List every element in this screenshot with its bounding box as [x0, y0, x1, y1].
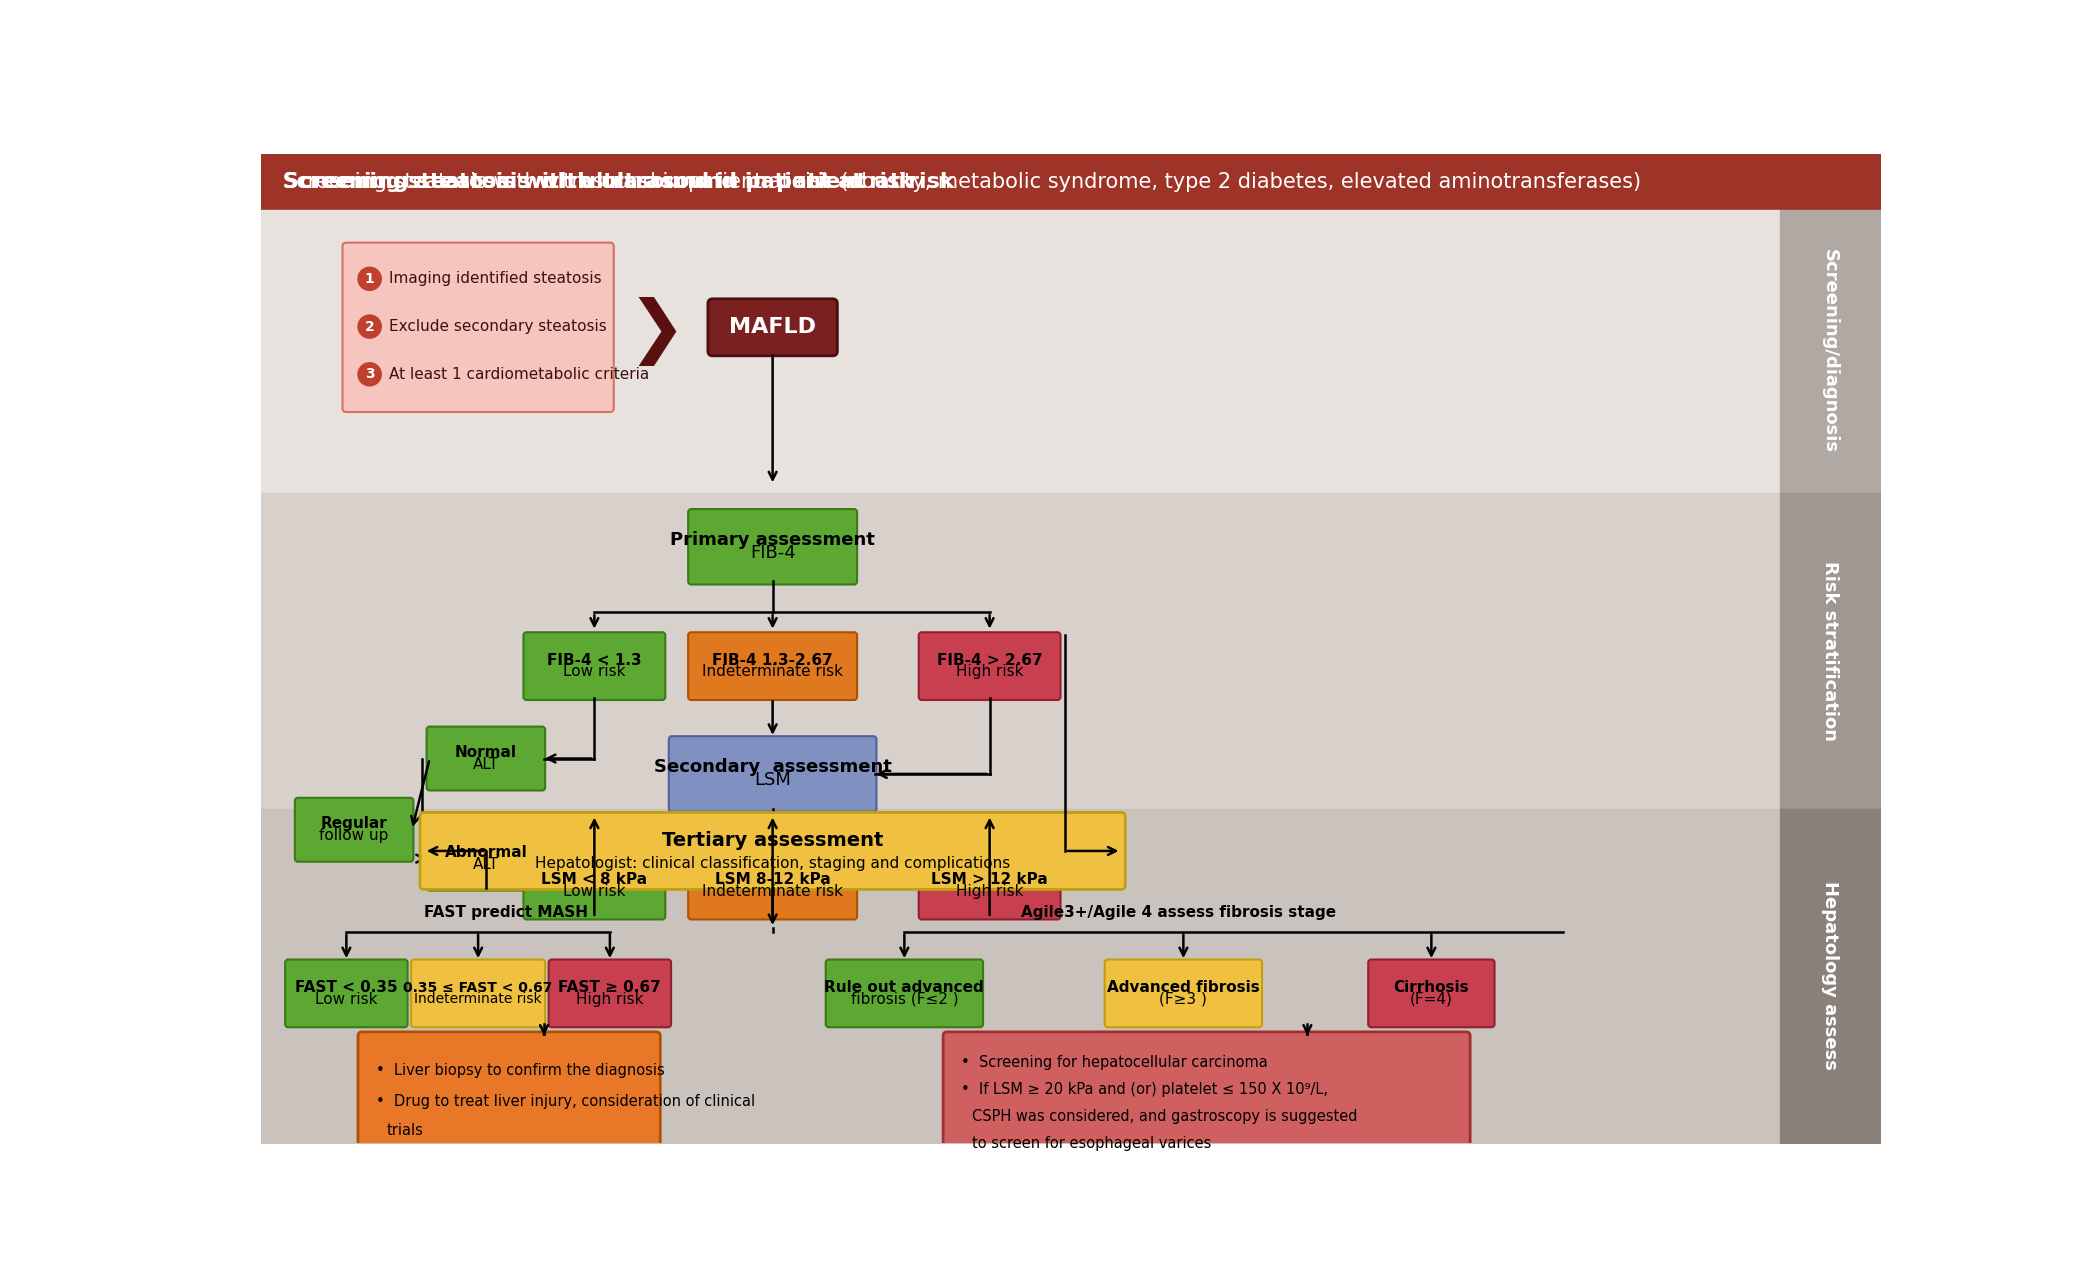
- Text: Primary assessment: Primary assessment: [671, 532, 875, 550]
- Text: Hepatology assess: Hepatology assess: [1822, 881, 1838, 1070]
- FancyBboxPatch shape: [668, 736, 877, 811]
- Text: CSPH was considered, and gastroscopy is suggested: CSPH was considered, and gastroscopy is …: [971, 1109, 1358, 1124]
- FancyBboxPatch shape: [343, 243, 614, 412]
- FancyBboxPatch shape: [524, 632, 664, 700]
- Text: Risk stratification: Risk stratification: [1822, 561, 1838, 741]
- Text: (F≥3 ): (F≥3 ): [1159, 991, 1207, 1007]
- Text: High risk: High risk: [957, 883, 1024, 899]
- FancyBboxPatch shape: [825, 959, 984, 1027]
- Text: High risk: High risk: [957, 664, 1024, 679]
- Text: Regular: Regular: [322, 817, 386, 832]
- Text: •  Drug to treat liver injury, consideration of clinical: • Drug to treat liver injury, considerat…: [376, 1094, 754, 1108]
- Text: Screening steatosis with ultrasound in patient at risk (obesity, metabolic syndr: Screening steatosis with ultrasound in p…: [282, 172, 1642, 191]
- FancyBboxPatch shape: [357, 1032, 660, 1171]
- Text: LSM 8-12 kPa: LSM 8-12 kPa: [714, 872, 831, 887]
- Circle shape: [357, 363, 382, 386]
- FancyBboxPatch shape: [426, 727, 545, 791]
- Circle shape: [357, 315, 382, 338]
- Text: LSM < 8 kPa: LSM < 8 kPa: [541, 872, 648, 887]
- Text: FAST ≥ 0.67: FAST ≥ 0.67: [558, 980, 662, 995]
- Text: ALT: ALT: [472, 856, 499, 872]
- Text: fibrosis (F≤2 ): fibrosis (F≤2 ): [850, 991, 959, 1007]
- Text: (F=4): (F=4): [1410, 991, 1452, 1007]
- Text: Low risk: Low risk: [315, 991, 378, 1007]
- Text: Normal: Normal: [455, 745, 516, 760]
- FancyBboxPatch shape: [687, 632, 856, 700]
- Text: FAST < 0.35: FAST < 0.35: [295, 980, 397, 995]
- FancyBboxPatch shape: [412, 959, 545, 1027]
- Text: FIB-4 1.3-2.67: FIB-4 1.3-2.67: [712, 652, 834, 668]
- Text: Agile3+/Agile 4 assess fibrosis stage: Agile3+/Agile 4 assess fibrosis stage: [1022, 905, 1335, 921]
- FancyBboxPatch shape: [919, 632, 1061, 700]
- Text: FIB-4 > 2.67: FIB-4 > 2.67: [936, 652, 1042, 668]
- Text: 1: 1: [366, 272, 374, 286]
- Text: Exclude secondary steatosis: Exclude secondary steatosis: [389, 318, 606, 334]
- Text: Indeterminate risk: Indeterminate risk: [702, 664, 844, 679]
- Text: follow up: follow up: [320, 828, 389, 844]
- Text: Imaging identified steatosis: Imaging identified steatosis: [389, 271, 602, 286]
- FancyBboxPatch shape: [295, 797, 414, 862]
- FancyBboxPatch shape: [420, 813, 1126, 890]
- FancyBboxPatch shape: [687, 508, 856, 584]
- Text: •  Liver biopsy to confirm the diagnosis: • Liver biopsy to confirm the diagnosis: [376, 1063, 664, 1077]
- Text: Low risk: Low risk: [564, 664, 625, 679]
- Text: At least 1 cardiometabolic criteria: At least 1 cardiometabolic criteria: [389, 367, 650, 381]
- FancyBboxPatch shape: [426, 827, 545, 891]
- Text: Cirrhosis: Cirrhosis: [1393, 980, 1469, 995]
- Text: Indeterminate risk: Indeterminate risk: [702, 883, 844, 899]
- FancyBboxPatch shape: [549, 959, 671, 1027]
- Text: High risk: High risk: [577, 991, 643, 1007]
- Text: trials: trials: [386, 1124, 424, 1138]
- FancyBboxPatch shape: [524, 851, 664, 919]
- Text: 0.35 ≤ FAST < 0.67: 0.35 ≤ FAST < 0.67: [403, 981, 554, 995]
- FancyBboxPatch shape: [286, 959, 407, 1027]
- FancyBboxPatch shape: [1368, 959, 1494, 1027]
- Text: Abnormal: Abnormal: [445, 845, 526, 860]
- FancyBboxPatch shape: [919, 851, 1061, 919]
- Text: Screening/diagnosis: Screening/diagnosis: [1822, 249, 1838, 453]
- Text: Secondary  assessment: Secondary assessment: [654, 759, 892, 777]
- Text: Screening steatosis with ultrasound in patient at risk: Screening steatosis with ultrasound in p…: [282, 172, 955, 191]
- Text: Advanced fibrosis: Advanced fibrosis: [1107, 980, 1260, 995]
- Text: Hepatologist: clinical classification, staging and complications: Hepatologist: clinical classification, s…: [535, 855, 1011, 871]
- Text: •  If LSM ≥ 20 kPa and (or) platelet ≤ 150 X 10⁹/L,: • If LSM ≥ 20 kPa and (or) platelet ≤ 15…: [961, 1082, 1329, 1097]
- Text: FAST predict MASH: FAST predict MASH: [424, 905, 587, 921]
- Text: FIB-4: FIB-4: [750, 544, 796, 562]
- Text: Rule out advanced: Rule out advanced: [825, 980, 984, 995]
- Text: LSM: LSM: [754, 772, 792, 790]
- Text: FIB-4 < 1.3: FIB-4 < 1.3: [547, 652, 641, 668]
- Text: Low risk: Low risk: [564, 883, 625, 899]
- FancyBboxPatch shape: [942, 1032, 1471, 1171]
- Text: 3: 3: [366, 367, 374, 381]
- Text: Tertiary assessment: Tertiary assessment: [662, 831, 884, 850]
- FancyBboxPatch shape: [1105, 959, 1262, 1027]
- FancyBboxPatch shape: [708, 299, 838, 356]
- Text: •  Screening for hepatocellular carcinoma: • Screening for hepatocellular carcinoma: [961, 1055, 1268, 1070]
- Circle shape: [357, 267, 382, 290]
- Text: MAFLD: MAFLD: [729, 317, 817, 338]
- Text: to screen for esophageal varices: to screen for esophageal varices: [971, 1136, 1212, 1150]
- Text: ❯: ❯: [627, 297, 685, 366]
- FancyBboxPatch shape: [687, 851, 856, 919]
- Text: 2: 2: [366, 320, 374, 334]
- Text: Screening steatosis with ultrasound in patient at risk: Screening steatosis with ultrasound in p…: [282, 172, 913, 191]
- Text: ALT: ALT: [472, 756, 499, 772]
- Text: Indeterminate risk: Indeterminate risk: [414, 991, 541, 1005]
- Text: LSM > 12 kPa: LSM > 12 kPa: [932, 872, 1049, 887]
